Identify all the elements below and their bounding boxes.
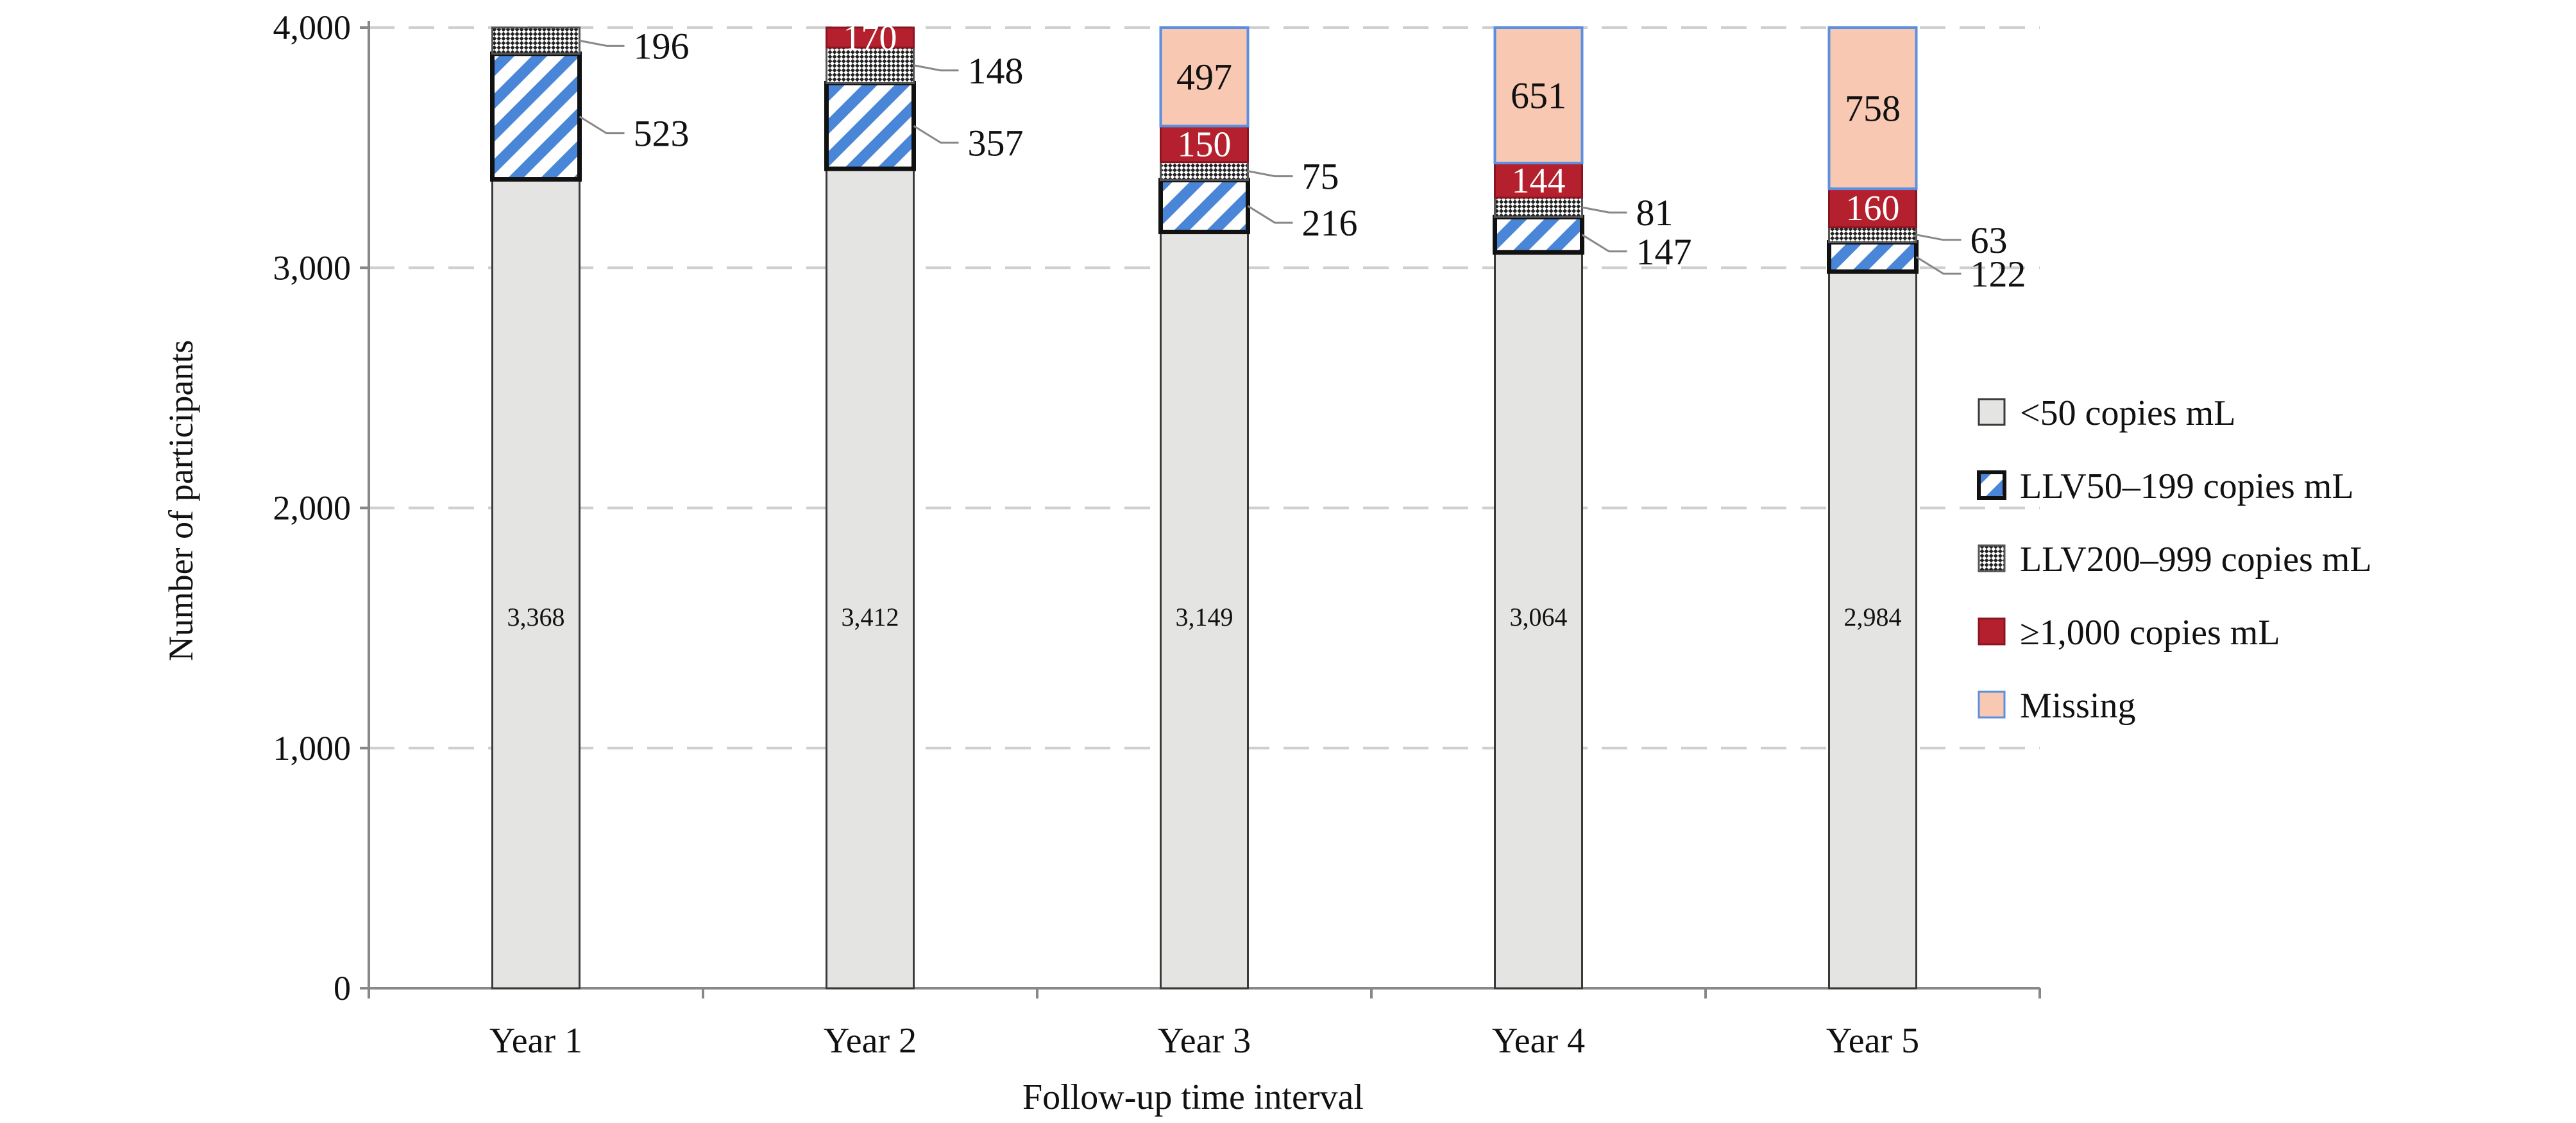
data-label: 147 [1636, 231, 1692, 273]
leader-line [913, 124, 959, 144]
data-label: 3,149 [1176, 603, 1233, 631]
y-tick-label: 4,000 [273, 8, 352, 47]
bar-segment [491, 178, 580, 990]
legend-swatch [1978, 617, 2006, 646]
data-label: 144 [1512, 161, 1566, 201]
bar-segment [1160, 230, 1249, 990]
leader-line [1916, 234, 1962, 241]
data-label: 523 [634, 113, 690, 155]
data-label: 148 [968, 50, 1024, 92]
bar-segment [490, 51, 582, 182]
bar-segment [824, 80, 916, 171]
leader-line [1247, 205, 1293, 224]
legend-swatch [1978, 398, 2006, 426]
x-tick-label: Year 4 [1492, 1021, 1585, 1061]
legend-label: LLV200–999 copies mL [2020, 540, 2372, 579]
bar-segment [1828, 226, 1917, 244]
y-tick-label: 1,000 [273, 729, 352, 767]
x-tick-label: Year 5 [1826, 1021, 1919, 1061]
leader-line [579, 116, 625, 135]
bar-segment [826, 26, 915, 49]
data-label: 216 [1302, 202, 1358, 244]
legend-swatch [1978, 690, 2006, 719]
legend-label: ≥1,000 copies mL [2020, 613, 2280, 653]
axes: 0 1,000 2,000 3,000 4,000 Year 1 Year 2 Year 3 Y… [273, 8, 2041, 1061]
bar-segment [1828, 270, 1917, 990]
y-axis-title: Number of participants [162, 340, 200, 662]
legend-label: <50 copies mL [2020, 393, 2235, 433]
x-tick-label: Year 2 [824, 1021, 917, 1061]
bar-segment [826, 167, 915, 990]
bar-segment [1827, 240, 1919, 274]
data-label: 2,984 [1844, 603, 1902, 631]
data-label: 81 [1636, 192, 1674, 234]
x-axis-title: Follow-up time interval [1022, 1077, 1364, 1117]
legend-label: Missing [2020, 686, 2136, 726]
bars [490, 26, 1919, 990]
y-tick-label: 3,000 [273, 248, 352, 287]
bar-segment [491, 26, 580, 55]
bar-segment [1160, 161, 1249, 182]
data-label: 3,412 [842, 603, 899, 631]
bar-segment [1827, 26, 1918, 191]
leader-line [1582, 206, 1627, 214]
bar-segment [1494, 251, 1583, 990]
bar-segment [1160, 124, 1249, 164]
y-tick-label: 0 [334, 969, 351, 1007]
y-tick-label: 2,000 [273, 489, 352, 527]
leader-line [1248, 170, 1293, 178]
x-tick-label: Year 3 [1158, 1021, 1251, 1061]
legend: <50 copies mL LLV50–199 copies mL LLV200–9… [1977, 393, 2372, 726]
bar-segment [1494, 196, 1583, 218]
bar-segment [1159, 26, 1250, 128]
legend-swatch [1977, 470, 2006, 500]
data-label: 3,368 [507, 603, 565, 631]
data-label: 160 [1846, 189, 1900, 228]
bar-segment [1493, 26, 1584, 165]
data-label: 758 [1845, 88, 1901, 130]
leader-line [1915, 256, 1962, 275]
leader-line [913, 64, 959, 72]
leader-line [579, 39, 625, 47]
data-label: 651 [1511, 75, 1566, 117]
data-label: 170 [843, 19, 897, 58]
data-label: 63 [1970, 219, 2008, 261]
data-label: 357 [968, 122, 1024, 164]
x-tick-label: Year 1 [489, 1021, 582, 1061]
data-label: 75 [1302, 156, 1339, 198]
bar-segment [1828, 187, 1917, 228]
data-label: 497 [1176, 56, 1232, 98]
data-label: 196 [634, 25, 690, 67]
bar-segment [1158, 178, 1250, 234]
legend-label: LLV50–199 copies mL [2020, 467, 2354, 506]
leader-line [1581, 234, 1627, 253]
legend-swatch [1978, 544, 2006, 572]
data-label: 150 [1178, 125, 1232, 165]
data-label: 3,064 [1510, 603, 1568, 631]
bar-segment [1493, 214, 1584, 255]
data-label: 122 [1970, 253, 2026, 295]
